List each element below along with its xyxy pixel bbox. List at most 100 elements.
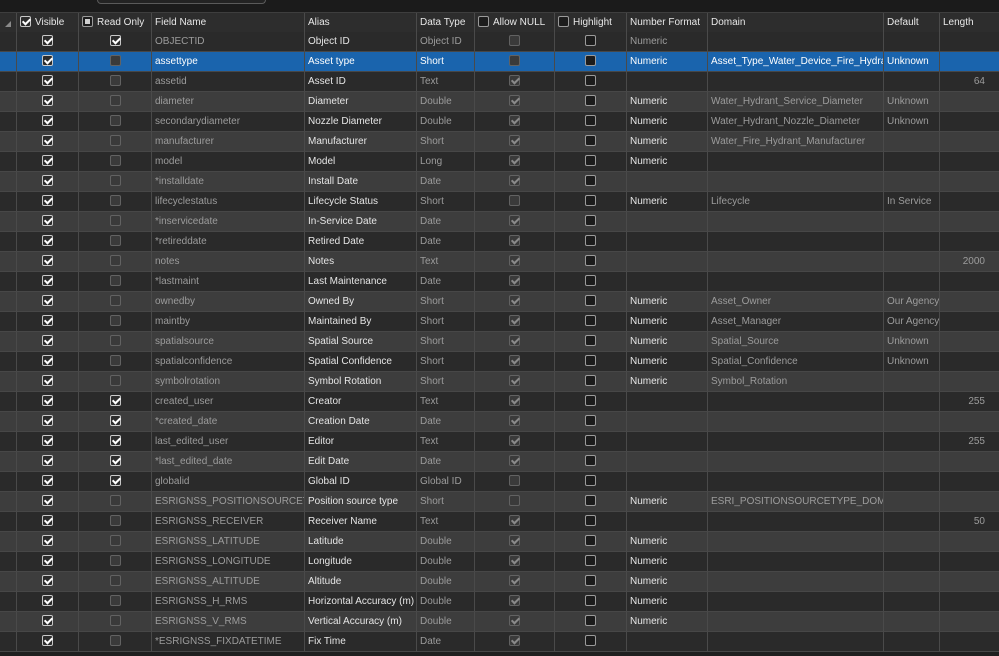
highlight-checkbox[interactable]	[585, 494, 596, 506]
alias-cell[interactable]: Spatial Source	[305, 332, 417, 352]
allow-null-cell[interactable]	[475, 472, 555, 492]
default-cell[interactable]	[884, 132, 940, 152]
default-cell[interactable]	[884, 512, 940, 532]
read-only-cell[interactable]	[79, 92, 152, 112]
alias-cell[interactable]: Edit Date	[305, 452, 417, 472]
visible-checkbox[interactable]	[42, 114, 53, 126]
visible-cell[interactable]	[17, 612, 79, 632]
visible-cell[interactable]	[17, 232, 79, 252]
allow-null-checkbox[interactable]	[509, 554, 520, 566]
allow-null-cell[interactable]	[475, 392, 555, 412]
default-cell[interactable]	[884, 632, 940, 652]
allow-null-checkbox[interactable]	[509, 54, 520, 66]
highlight-cell[interactable]	[555, 552, 627, 572]
header-alias[interactable]: Alias	[305, 13, 417, 33]
domain-cell[interactable]	[708, 72, 884, 92]
allow-null-cell[interactable]	[475, 252, 555, 272]
visible-checkbox[interactable]	[42, 94, 53, 106]
data-type-cell[interactable]: Object ID	[417, 32, 475, 52]
table-row[interactable]: *lastmaint Last Maintenance Date	[0, 272, 999, 292]
allow-null-checkbox[interactable]	[509, 74, 520, 86]
allow-null-cell[interactable]	[475, 52, 555, 72]
data-type-cell[interactable]: Long	[417, 152, 475, 172]
visible-cell[interactable]	[17, 152, 79, 172]
data-type-cell[interactable]: Text	[417, 72, 475, 92]
read-only-cell[interactable]	[79, 132, 152, 152]
alias-cell[interactable]: Editor	[305, 432, 417, 452]
row-header-cell[interactable]	[0, 392, 17, 412]
visible-checkbox[interactable]	[42, 414, 53, 426]
allow-null-checkbox[interactable]	[509, 294, 520, 306]
table-row[interactable]: ESRIGNSS_V_RMS Vertical Accuracy (m) Doubl…	[0, 612, 999, 632]
row-header-cell[interactable]	[0, 512, 17, 532]
length-cell[interactable]	[940, 312, 999, 332]
number-format-cell[interactable]: Numeric	[627, 592, 708, 612]
highlight-checkbox[interactable]	[585, 354, 596, 366]
visible-checkbox[interactable]	[42, 214, 53, 226]
length-cell[interactable]	[940, 192, 999, 212]
number-format-cell[interactable]	[627, 172, 708, 192]
header-default[interactable]: Default	[884, 13, 940, 33]
number-format-cell[interactable]: Numeric	[627, 532, 708, 552]
length-cell[interactable]	[940, 452, 999, 472]
number-format-cell[interactable]: Numeric	[627, 192, 708, 212]
default-cell[interactable]	[884, 532, 940, 552]
domain-cell[interactable]: Spatial_Source	[708, 332, 884, 352]
header-field-name[interactable]: Field Name	[152, 13, 305, 33]
header-read-only[interactable]: Read Only	[79, 13, 152, 33]
alias-cell[interactable]: Retired Date	[305, 232, 417, 252]
alias-cell[interactable]: In-Service Date	[305, 212, 417, 232]
read-only-cell[interactable]	[79, 452, 152, 472]
field-name-cell[interactable]: *created_date	[152, 412, 305, 432]
default-cell[interactable]	[884, 472, 940, 492]
domain-cell[interactable]	[708, 512, 884, 532]
allow-null-checkbox[interactable]	[509, 254, 520, 266]
allow-null-checkbox[interactable]	[509, 274, 520, 286]
read-only-cell[interactable]	[79, 72, 152, 92]
visible-cell[interactable]	[17, 332, 79, 352]
highlight-checkbox[interactable]	[585, 74, 596, 86]
allow-null-checkbox[interactable]	[509, 594, 520, 606]
allow-null-checkbox[interactable]	[509, 114, 520, 126]
read-only-cell[interactable]	[79, 512, 152, 532]
highlight-checkbox[interactable]	[585, 294, 596, 306]
row-header-cell[interactable]	[0, 252, 17, 272]
visible-checkbox[interactable]	[42, 34, 53, 46]
length-cell[interactable]: 255	[940, 392, 999, 412]
alias-cell[interactable]: Owned By	[305, 292, 417, 312]
domain-cell[interactable]	[708, 252, 884, 272]
visible-checkbox[interactable]	[42, 534, 53, 546]
search-field-edge[interactable]	[97, 0, 266, 4]
data-type-cell[interactable]: Date	[417, 632, 475, 652]
data-type-cell[interactable]: Date	[417, 212, 475, 232]
read-only-cell[interactable]	[79, 212, 152, 232]
visible-checkbox[interactable]	[42, 574, 53, 586]
visible-cell[interactable]	[17, 292, 79, 312]
domain-cell[interactable]	[708, 152, 884, 172]
row-header-cell[interactable]	[0, 412, 17, 432]
highlight-cell[interactable]	[555, 152, 627, 172]
visible-cell[interactable]	[17, 472, 79, 492]
row-header-cell[interactable]	[0, 452, 17, 472]
length-cell[interactable]	[940, 292, 999, 312]
data-type-cell[interactable]: Short	[417, 132, 475, 152]
read-only-checkbox[interactable]	[109, 394, 121, 406]
alias-cell[interactable]: Position source type	[305, 492, 417, 512]
allow-null-checkbox[interactable]	[509, 134, 520, 146]
row-header-cell[interactable]	[0, 212, 17, 232]
visible-cell[interactable]	[17, 252, 79, 272]
alias-cell[interactable]: Global ID	[305, 472, 417, 492]
visible-checkbox[interactable]	[42, 294, 53, 306]
data-type-cell[interactable]: Date	[417, 172, 475, 192]
highlight-checkbox[interactable]	[585, 194, 596, 206]
highlight-checkbox[interactable]	[585, 274, 596, 286]
allow-null-checkbox[interactable]	[509, 154, 520, 166]
highlight-cell[interactable]	[555, 72, 627, 92]
length-cell[interactable]: 64	[940, 72, 999, 92]
number-format-cell[interactable]	[627, 212, 708, 232]
table-row[interactable]: OBJECTID Object ID Object ID Numeric	[0, 32, 999, 52]
alias-cell[interactable]: Install Date	[305, 172, 417, 192]
length-cell[interactable]	[940, 492, 999, 512]
highlight-checkbox[interactable]	[585, 234, 596, 246]
length-cell[interactable]	[940, 32, 999, 52]
